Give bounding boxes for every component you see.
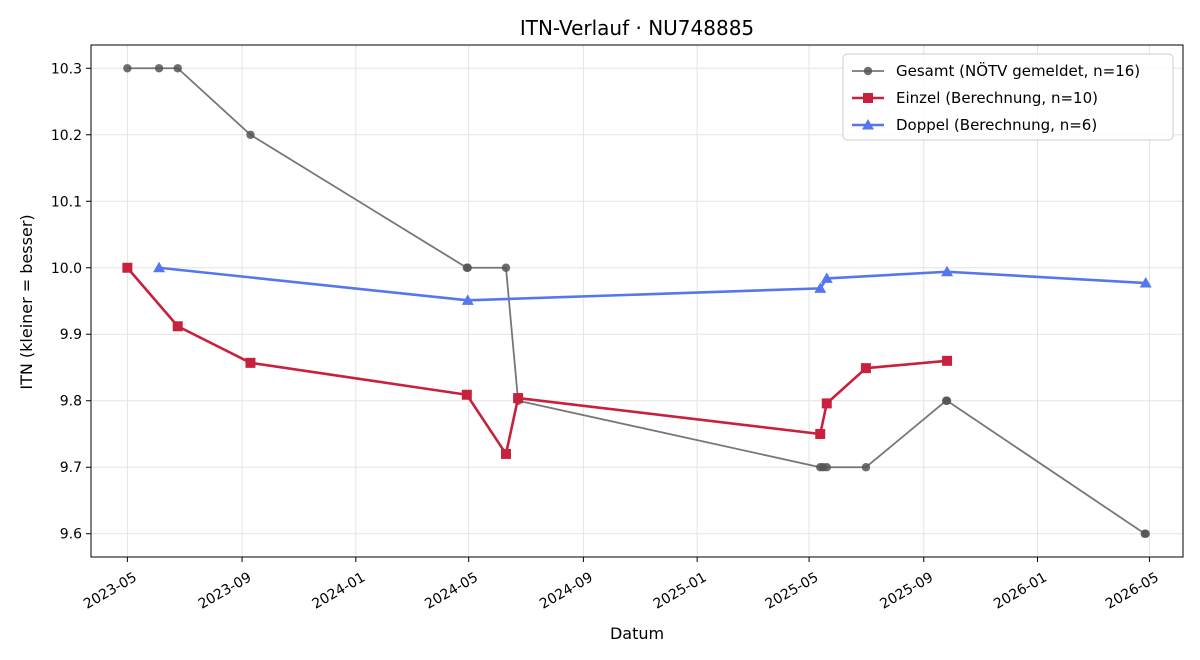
- x-axis-title: Datum: [610, 624, 664, 643]
- data-point: [861, 463, 871, 472]
- x-tick-label: 2025-05: [763, 570, 822, 613]
- series-3: [153, 261, 1152, 305]
- legend-marker: [863, 93, 873, 103]
- legend-label: Einzel (Berechnung, n=10): [896, 89, 1098, 107]
- x-tick-label: 2025-09: [877, 570, 936, 613]
- data-point: [154, 64, 164, 73]
- y-tick-label: 9.9: [60, 327, 82, 343]
- data-point: [173, 64, 182, 73]
- data-point: [1141, 529, 1150, 538]
- legend-label: Gesamt (NÖTV gemeldet, n=16): [896, 61, 1140, 80]
- y-tick-label: 9.8: [60, 394, 82, 410]
- data-point: [172, 321, 183, 332]
- y-tick-label: 10.3: [51, 61, 82, 77]
- legend-box: [842, 53, 1174, 141]
- data-point: [246, 130, 255, 139]
- data-point: [153, 261, 166, 273]
- axis-ticks: 2023-05 2023-09 2024-01 2024-05 2024-09 2025-…: [51, 61, 1162, 612]
- data-point: [822, 463, 831, 472]
- legend: Gesamt (NÖTV gemeldet, n=16) Einzel (Bere…: [842, 53, 1174, 141]
- series-2: [122, 262, 953, 459]
- data-point: [123, 64, 132, 73]
- plot-frame: [90, 44, 1184, 558]
- data-point: [513, 393, 524, 404]
- x-tick-label: 2025-01: [651, 570, 710, 613]
- x-tick-label: 2026-01: [991, 570, 1050, 613]
- data-point: [461, 389, 472, 400]
- data-point: [245, 357, 256, 368]
- x-tick-label: 2024-05: [422, 570, 481, 613]
- x-tick-label: 2024-09: [537, 570, 596, 613]
- chart-title: ITN-Verlauf · NU748885: [520, 16, 754, 40]
- data-point: [814, 282, 827, 293]
- data-point: [500, 448, 511, 459]
- data-point: [942, 396, 952, 405]
- x-tick-label: 2023-05: [81, 570, 140, 613]
- y-tick-label: 10.0: [51, 261, 82, 277]
- data-point: [942, 355, 953, 366]
- series-line: [158, 266, 1146, 302]
- legend-marker: [862, 119, 874, 130]
- series-layer: [122, 64, 1152, 538]
- data-point: [461, 294, 474, 305]
- y-tick-label: 10.2: [51, 128, 82, 144]
- y-tick-label: 10.1: [51, 194, 82, 210]
- x-tick-label: 2026-05: [1103, 570, 1162, 613]
- data-point: [463, 263, 472, 272]
- grid: [91, 45, 1183, 557]
- data-point: [1139, 277, 1152, 288]
- data-point: [501, 263, 511, 272]
- data-point: [860, 363, 871, 374]
- data-point: [122, 262, 133, 273]
- data-point: [821, 398, 832, 409]
- x-tick-label: 2023-09: [196, 570, 255, 613]
- legend-marker: [863, 66, 873, 76]
- y-axis-title: ITN (kleiner = besser): [17, 214, 36, 389]
- legend-label: Doppel (Berechnung, n=6): [896, 116, 1097, 134]
- data-point: [820, 272, 833, 283]
- data-point: [941, 265, 954, 277]
- y-tick-label: 9.7: [60, 460, 82, 476]
- x-tick-label: 2024-01: [309, 570, 368, 613]
- series-line: [126, 266, 948, 456]
- y-tick-label: 9.6: [60, 527, 82, 543]
- series-1: [123, 64, 1150, 538]
- data-point: [815, 428, 826, 439]
